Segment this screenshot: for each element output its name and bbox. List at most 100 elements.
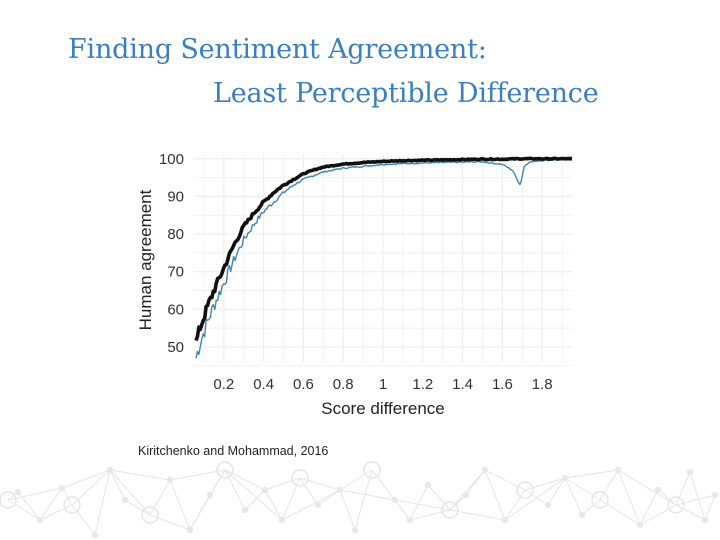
network-node [278,516,286,524]
x-axis-label: Score difference [321,399,444,418]
network-node [591,491,609,509]
network-node [363,461,381,479]
network-edge [109,469,171,481]
network-edge [639,504,677,526]
network-node [711,491,719,499]
network-edge [675,494,716,506]
network-node [121,496,129,504]
network-node [0,491,17,509]
network-edge [281,489,341,521]
network-node [516,481,534,499]
network-edge [339,489,356,531]
network-edge [564,469,619,479]
network-edge [39,487,63,521]
y-tick-label: 80 [167,226,184,243]
x-tick-label: 0.2 [213,376,234,393]
chart-grid [194,155,572,367]
series-line-black [194,156,573,342]
network-edge [449,509,506,521]
network-edge [524,489,549,506]
network-node [636,521,644,529]
network-node [166,476,174,484]
x-tick-label: 0.8 [333,376,354,393]
chart-series [194,156,573,359]
network-edge [689,471,706,521]
network-node [314,501,322,509]
network-edge [409,509,451,521]
network-edge [581,499,601,516]
series-line-blue [195,158,573,359]
network-node [261,486,269,494]
network-edge [504,489,526,521]
x-tick-labels: 0.2 0.4 0.6 0.8 1 1.2 1.4 1.6 1.8 [213,376,552,393]
network-edge [657,489,677,506]
network-node [241,506,249,514]
network-edge [61,469,111,489]
network-node [424,481,432,489]
network-edge [617,469,677,506]
x-tick-label: 0.6 [293,376,314,393]
network-node [58,484,66,492]
citation: Kiritchenko and Mohammad, 2016 [138,444,329,458]
network-edge [675,504,706,521]
network-edge [124,499,151,516]
y-tick-label: 90 [167,188,184,205]
network-edge [109,469,151,516]
network-node [614,466,622,474]
network-node [291,469,309,487]
network-node [91,531,99,539]
x-tick-label: 1 [379,376,387,393]
network-node [14,488,22,496]
network-edge [7,499,41,521]
network-edge [149,479,171,516]
network-node [686,468,694,476]
network-node [578,511,586,519]
network-edge [264,477,301,491]
title-line-1: Finding Sentiment Agreement: [68,34,487,65]
y-tick-labels: 50 60 70 80 90 100 [159,151,184,356]
x-tick-label: 1.4 [452,376,473,393]
network-node [481,466,489,474]
network-edge [449,469,486,511]
network-node [462,491,470,499]
network-edge [639,489,659,526]
network-edge [71,504,96,536]
network-edge [354,469,373,531]
network-edge [17,491,41,521]
network-node [206,491,214,499]
x-tick-label: 1.6 [492,376,513,393]
network-edge [299,477,341,491]
network-node [216,461,234,479]
network-edge [39,504,73,521]
network-edge [149,514,191,531]
network-node [561,474,569,482]
y-tick-label: 50 [167,339,184,356]
network-node [441,501,459,519]
network-edge [94,469,111,536]
network-edge [264,489,283,521]
network-node [701,516,709,524]
network-edge [394,499,451,511]
network-edge [547,477,566,506]
network-node [544,501,552,509]
network-edge [7,487,63,501]
y-tick-label: 60 [167,301,184,318]
network-edge [704,494,716,521]
network-edge [465,469,486,496]
y-tick-label: 70 [167,264,184,281]
network-edge [599,469,619,501]
slide-title: Finding Sentiment Agreement: Least Perce… [68,28,599,116]
network-node [654,486,662,494]
network-edge [317,489,341,506]
network-edge [675,471,691,506]
network-node [36,516,44,524]
network-edge [244,489,266,511]
network-edge [409,484,429,521]
network-edge [61,487,73,506]
network-node [336,486,344,494]
network-edge [299,477,319,506]
network-edge [427,484,451,511]
network-edge [339,489,396,501]
